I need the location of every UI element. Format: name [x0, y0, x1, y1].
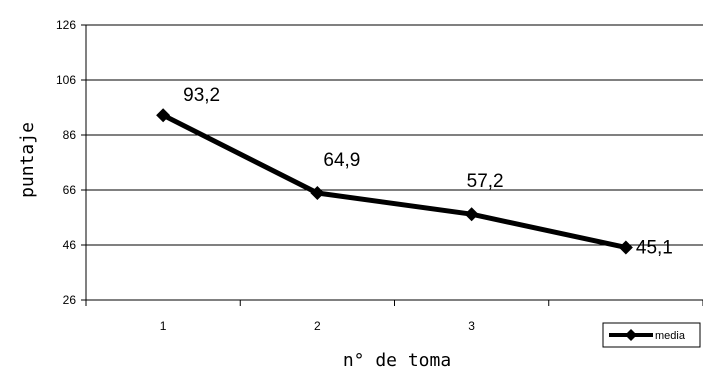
x-tick-label: 1	[160, 319, 167, 333]
axes	[85, 25, 703, 301]
data-point-marker	[310, 186, 325, 201]
x-axis-ticks: 1 2 3	[85, 300, 703, 333]
series-media	[156, 108, 633, 255]
legend: media	[602, 322, 701, 348]
y-tick-label: 26	[63, 293, 77, 307]
x-axis-title: n° de toma	[343, 350, 451, 371]
x-tick-label: 3	[468, 319, 475, 333]
data-label: 93,2	[183, 85, 220, 106]
y-tick-label: 46	[63, 238, 77, 252]
y-tick-label: 106	[56, 73, 76, 87]
data-label: 64,9	[323, 150, 360, 171]
series-line	[161, 112, 627, 250]
y-axis-title: puntaje	[17, 122, 38, 198]
data-labels: 93,2 64,9 57,2 45,1	[183, 85, 673, 258]
x-tick-label: 2	[314, 319, 321, 333]
y-tick-label: 126	[56, 18, 76, 32]
data-label: 45,1	[636, 237, 673, 258]
data-label: 57,2	[467, 171, 504, 192]
data-point-marker	[156, 108, 171, 123]
y-tick-label: 86	[63, 128, 77, 142]
data-point-marker	[618, 240, 633, 255]
y-tick-label: 66	[63, 183, 77, 197]
gridlines	[86, 24, 703, 246]
y-axis-ticks: 26 46 66 86 106 126	[56, 18, 86, 307]
legend-marker-icon	[625, 329, 637, 341]
data-point-marker	[464, 207, 479, 222]
legend-label-media: media	[655, 330, 686, 342]
